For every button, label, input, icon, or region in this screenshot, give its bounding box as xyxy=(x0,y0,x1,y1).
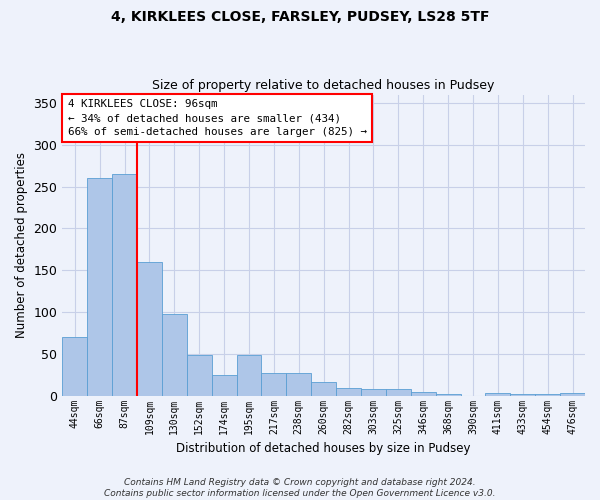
Bar xyxy=(361,389,386,396)
Bar xyxy=(262,373,286,396)
Bar xyxy=(386,389,411,396)
Bar xyxy=(187,356,212,396)
Text: 4, KIRKLEES CLOSE, FARSLEY, PUDSEY, LS28 5TF: 4, KIRKLEES CLOSE, FARSLEY, PUDSEY, LS28… xyxy=(111,10,489,24)
Bar xyxy=(162,314,187,396)
Bar xyxy=(112,174,137,396)
Bar xyxy=(436,394,461,396)
Bar xyxy=(535,394,560,396)
Y-axis label: Number of detached properties: Number of detached properties xyxy=(15,152,28,338)
Bar xyxy=(137,262,162,396)
Bar xyxy=(485,393,511,396)
Bar xyxy=(311,382,336,396)
Bar xyxy=(511,394,535,396)
Bar xyxy=(212,374,236,396)
Title: Size of property relative to detached houses in Pudsey: Size of property relative to detached ho… xyxy=(152,79,495,92)
Bar xyxy=(236,356,262,396)
Bar xyxy=(62,337,87,396)
Bar xyxy=(286,373,311,396)
X-axis label: Distribution of detached houses by size in Pudsey: Distribution of detached houses by size … xyxy=(176,442,471,455)
Text: Contains HM Land Registry data © Crown copyright and database right 2024.
Contai: Contains HM Land Registry data © Crown c… xyxy=(104,478,496,498)
Text: 4 KIRKLEES CLOSE: 96sqm
← 34% of detached houses are smaller (434)
66% of semi-d: 4 KIRKLEES CLOSE: 96sqm ← 34% of detache… xyxy=(68,99,367,137)
Bar xyxy=(87,178,112,396)
Bar xyxy=(336,388,361,396)
Bar xyxy=(560,393,585,396)
Bar xyxy=(411,392,436,396)
